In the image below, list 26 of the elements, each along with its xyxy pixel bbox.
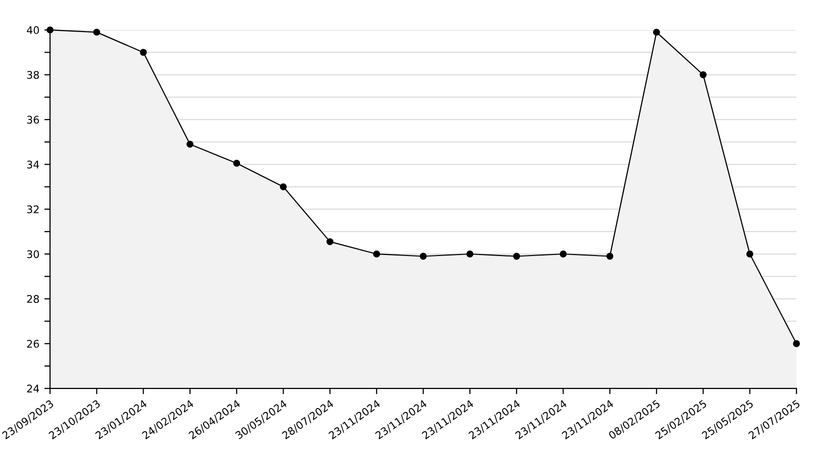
y-tick-label: 26 xyxy=(27,340,39,348)
point xyxy=(233,160,240,167)
point xyxy=(46,26,54,34)
y-tick-label: 28 xyxy=(27,295,39,303)
point xyxy=(280,183,287,190)
point xyxy=(513,252,520,260)
y-tick-label: 24 xyxy=(27,384,40,392)
point xyxy=(140,48,147,56)
y-tick-label: 40 xyxy=(26,26,39,34)
point xyxy=(560,250,567,258)
point xyxy=(606,252,614,260)
point xyxy=(746,250,754,258)
y-tick-label: 32 xyxy=(27,205,39,214)
y-tick-label: 34 xyxy=(27,160,40,168)
point xyxy=(326,238,334,246)
y-tick-label: 38 xyxy=(27,70,39,79)
point xyxy=(792,340,800,348)
point xyxy=(373,250,380,258)
y-tick-label: 36 xyxy=(27,116,39,124)
point xyxy=(700,71,707,78)
point xyxy=(186,140,194,148)
point xyxy=(93,28,100,36)
point xyxy=(653,28,660,36)
point xyxy=(466,250,474,258)
point xyxy=(420,252,427,260)
y-tick-label: 30 xyxy=(27,250,39,258)
